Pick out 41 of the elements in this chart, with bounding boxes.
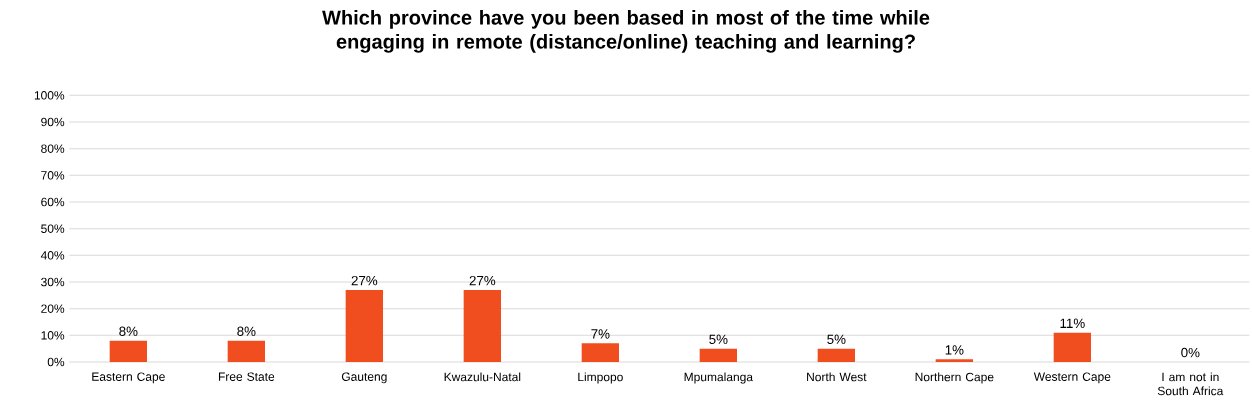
data-label: 11%: [1060, 318, 1085, 328]
data-label: 5%: [709, 334, 728, 344]
y-tick-label: 50%: [41, 224, 65, 233]
chart-title: Which province have you been based in most of the time while engaging in remote (distance/online) teaching and learning?: [322, 10, 930, 53]
x-tick-label: Limpopo: [578, 372, 623, 384]
bar: [581, 343, 620, 362]
bar: [1053, 332, 1091, 362]
x-tick-label: Eastern Cape: [92, 372, 165, 384]
data-label: 27%: [469, 275, 496, 286]
bar: [109, 340, 148, 362]
bar: [345, 290, 384, 362]
bar: [699, 348, 737, 362]
data-label: 1%: [945, 345, 964, 355]
y-tick-label: 100%: [34, 91, 65, 100]
x-tick-label: Mpumalanga: [684, 372, 754, 384]
data-label: 0%: [1181, 347, 1200, 358]
x-tick-label: North West: [807, 372, 867, 382]
y-tick-label: 10%: [41, 331, 65, 340]
x-tick-label: Northern Cape: [915, 372, 994, 384]
y-tick-label: 40%: [40, 251, 65, 260]
y-tick-label: 30%: [41, 277, 65, 287]
x-tick-label: Kwazulu-Natal: [444, 372, 521, 382]
x-tick-label: Gauteng: [341, 372, 387, 384]
y-tick-label: 60%: [41, 197, 65, 207]
y-tick-label: 70%: [41, 171, 65, 180]
y-tick-label: 20%: [41, 304, 65, 313]
data-label: 8%: [237, 326, 256, 336]
bar: [935, 359, 973, 362]
bar: [463, 290, 502, 362]
y-tick-label: 80%: [41, 144, 65, 153]
bar: [227, 340, 266, 362]
data-label: 5%: [827, 334, 846, 344]
x-tick-label: Western Cape: [1033, 372, 1111, 384]
x-tick-label: Free State: [218, 372, 275, 381]
y-tick-label: 90%: [41, 117, 65, 127]
bar: [817, 348, 855, 362]
data-label: 27%: [351, 275, 378, 286]
y-tick-label: 0%: [47, 357, 65, 367]
x-tick-label: I am not in South Africa: [1157, 372, 1224, 396]
data-label: 8%: [119, 326, 138, 336]
data-label: 7%: [591, 329, 610, 339]
